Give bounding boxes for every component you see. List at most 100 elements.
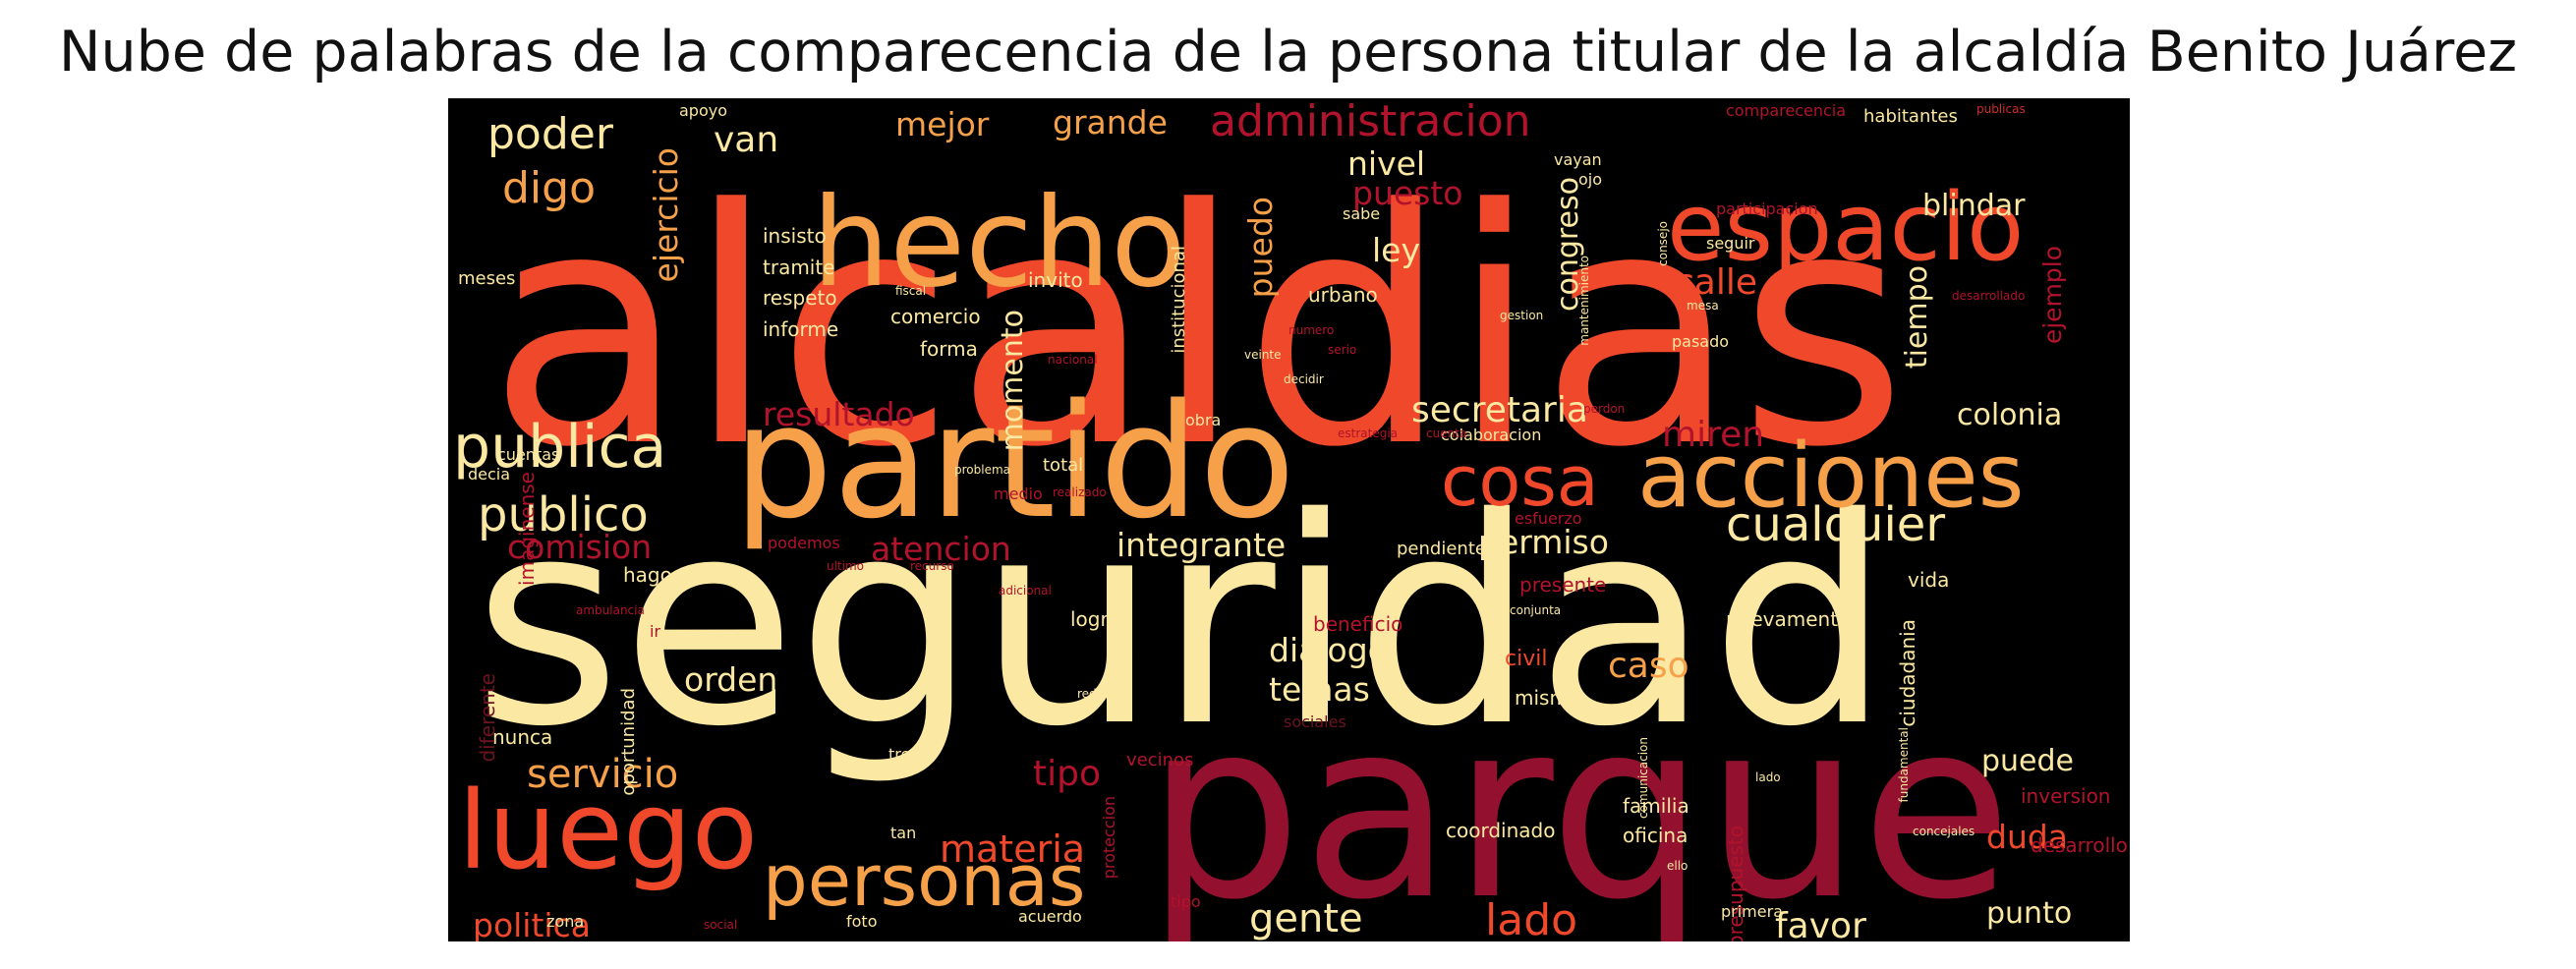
word-adicional: adicional bbox=[999, 584, 1052, 598]
word-meses: meses bbox=[458, 268, 516, 289]
word-ambulancia: ambulancia bbox=[576, 603, 645, 617]
word-tipo: tipo bbox=[1171, 892, 1201, 911]
word-proteccion: proteccion bbox=[1100, 796, 1118, 880]
word-institucional: institucional bbox=[1169, 246, 1189, 354]
word-temas: temas bbox=[1269, 670, 1370, 709]
word-cualquier: cualquier bbox=[1726, 497, 1946, 552]
word-acciones: acciones bbox=[1637, 425, 2025, 528]
word-estrategia: estrategia bbox=[1338, 427, 1399, 440]
word-habitantes: habitantes bbox=[1863, 106, 1958, 127]
word-vecinos: vecinos bbox=[1126, 750, 1194, 770]
word-secretaria: secretaria bbox=[1411, 390, 1588, 430]
word-ciudadania: ciudadania bbox=[1896, 619, 1919, 727]
word-foto: foto bbox=[846, 912, 878, 931]
chart-title: Nube de palabras de la comparecencia de … bbox=[58, 20, 2518, 85]
word-atencion: atencion bbox=[871, 530, 1011, 568]
word-publicas: publicas bbox=[1976, 102, 2026, 116]
word-lado: lado bbox=[1485, 895, 1578, 942]
word-total: total bbox=[1043, 455, 1084, 476]
word-decidir: decidir bbox=[1284, 372, 1324, 386]
word-cuenta: cuenta bbox=[1426, 427, 1467, 440]
word-punto: punto bbox=[1986, 896, 2073, 931]
word-desarrollo: desarrollo bbox=[2031, 833, 2128, 857]
word-diferente: diferente bbox=[476, 673, 499, 763]
word-nuevamente: nuevamente bbox=[1726, 607, 1851, 631]
word-comision: comision bbox=[507, 528, 653, 566]
word-mesa: mesa bbox=[1687, 299, 1719, 313]
word-caso: caso bbox=[1608, 646, 1689, 686]
word-realizado: realizado bbox=[1053, 485, 1107, 499]
word-gestion: gestion bbox=[1500, 309, 1544, 322]
word-oficina: oficina bbox=[1623, 824, 1689, 847]
word-van: van bbox=[714, 120, 779, 160]
word-civil: civil bbox=[1505, 647, 1548, 671]
word-desarrollado: desarrollado bbox=[1952, 289, 2026, 303]
word-seguridad: seguridad bbox=[473, 458, 1892, 789]
word-decia: decia bbox=[468, 465, 511, 484]
word-colaboracion: colaboracion bbox=[1441, 426, 1542, 444]
word-miren: miren bbox=[1662, 415, 1765, 455]
word-hecho: hecho bbox=[812, 172, 1186, 314]
word-tipo: tipo bbox=[1033, 754, 1101, 794]
word-cloud: alcaldias seguridad parque partido hecho espa… bbox=[448, 98, 2130, 941]
word-personas: personas bbox=[763, 839, 1086, 922]
word-tiempo: tiempo bbox=[1900, 265, 1934, 370]
word-mantenimiento: mantenimiento bbox=[1577, 256, 1591, 346]
word-blindar: blindar bbox=[1922, 189, 2026, 223]
word-puesto: puesto bbox=[1352, 174, 1463, 212]
word-pasado: pasado bbox=[1672, 332, 1730, 351]
word-serio: serio bbox=[1328, 343, 1357, 357]
word-problema: problema bbox=[954, 463, 1011, 477]
word-tramite: tramite bbox=[763, 256, 835, 279]
word-ello: ello bbox=[1667, 859, 1689, 873]
word-publica: publica bbox=[453, 413, 667, 482]
word-mejor: mejor bbox=[895, 105, 990, 143]
word-orden: orden bbox=[684, 660, 778, 699]
word-calle: calle bbox=[1675, 262, 1758, 303]
word-social: social bbox=[704, 918, 738, 932]
word-puede: puede bbox=[1981, 744, 2075, 778]
word-publico: publico bbox=[478, 487, 649, 542]
word-podemos: podemos bbox=[768, 534, 840, 552]
word-perdon: perdon bbox=[1583, 402, 1626, 416]
word-esfuerzo: esfuerzo bbox=[1515, 509, 1582, 528]
word-puedo: puedo bbox=[1241, 197, 1280, 299]
word-administracion: administracion bbox=[1210, 98, 1531, 146]
word-coordinado: coordinado bbox=[1446, 819, 1556, 842]
word-fundamental: fundamental bbox=[1897, 727, 1911, 803]
word-cuentas: cuentas bbox=[497, 445, 560, 464]
word-resultado: resultado bbox=[763, 395, 915, 433]
word-ojo: ojo bbox=[1578, 170, 1603, 189]
word-momento: momento bbox=[996, 310, 1030, 452]
word-dialogo: dialogo bbox=[1269, 631, 1388, 669]
word-politica: politica bbox=[473, 906, 591, 941]
word-alcaldias: alcaldias bbox=[487, 141, 1908, 518]
word-comparecencia: comparecencia bbox=[1726, 101, 1847, 120]
word-invito: invito bbox=[1028, 268, 1083, 292]
word-tan: tan bbox=[890, 824, 917, 842]
word-necesidades: necesidades bbox=[1011, 609, 1030, 708]
word-logro: logro bbox=[1070, 607, 1120, 631]
word-integrante: integrante bbox=[1116, 526, 1287, 564]
word-comercio: comercio bbox=[890, 305, 981, 328]
word-sabe: sabe bbox=[1343, 204, 1381, 223]
word-ultimo: ultimo bbox=[827, 559, 865, 573]
word-espacio: espacio bbox=[1667, 174, 2025, 282]
word-materia: materia bbox=[940, 827, 1086, 871]
word-forma: forma bbox=[920, 337, 978, 361]
word-lado: lado bbox=[1755, 770, 1781, 784]
word-zona: zona bbox=[546, 912, 585, 931]
word-digo: digo bbox=[502, 163, 597, 213]
word-vayan: vayan bbox=[1554, 150, 1602, 169]
word-nacional: nacional bbox=[1048, 353, 1098, 367]
word-primera: primera bbox=[1721, 902, 1783, 921]
word-consejo: consejo bbox=[1656, 221, 1670, 266]
word-hago: hago bbox=[623, 563, 672, 587]
word-ir: ir bbox=[650, 622, 661, 641]
word-colonia: colonia bbox=[1957, 398, 2063, 432]
word-partido: partido bbox=[733, 370, 1296, 553]
word-presente: presente bbox=[1519, 573, 1607, 597]
word-veinte: veinte bbox=[1244, 348, 1282, 362]
word-favor: favor bbox=[1775, 906, 1866, 942]
word-conjunta: conjunta bbox=[1510, 603, 1562, 617]
